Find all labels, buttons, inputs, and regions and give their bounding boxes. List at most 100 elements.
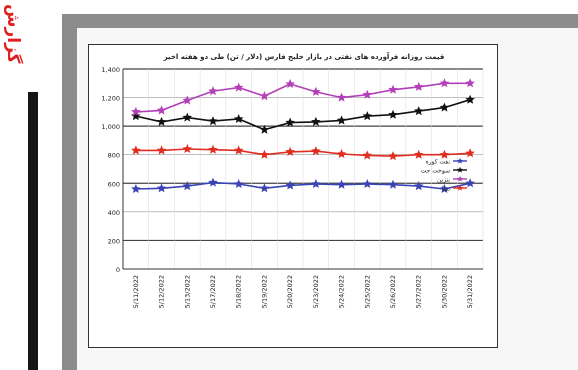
- series-line: [135, 181, 471, 190]
- legend-marker: [457, 175, 463, 182]
- data-point: [439, 184, 450, 193]
- data-point: [362, 179, 372, 188]
- data-point: [414, 181, 424, 191]
- data-point: [465, 178, 475, 188]
- data-point: [465, 148, 475, 158]
- line-chart: قیمت روزانه فرآورده های نفتی در بازار خل…: [101, 52, 484, 308]
- y-tick-label: 800: [108, 152, 120, 160]
- y-tick-label: 400: [108, 209, 120, 217]
- data-point: [362, 89, 372, 99]
- series-1: [131, 94, 475, 134]
- grid: [122, 68, 484, 270]
- y-tick-label: 1,200: [101, 95, 120, 103]
- section-label: گزارش: [3, 4, 23, 64]
- data-point: [465, 94, 475, 104]
- x-tick-label: 5/27/2022: [415, 275, 423, 308]
- x-axis: 5/11/2022 5/12/2022 5/13/2022 5/17/2022 5/18…: [132, 275, 474, 308]
- legend-marker: [457, 166, 463, 173]
- chart-title: قیمت روزانه فرآورده های نفتی در بازار خل…: [163, 52, 445, 61]
- legend-label: نفتا: [442, 186, 451, 193]
- y-axis: 0 200 400 600 800 1,000 1,200 1,400: [101, 66, 120, 274]
- data-point: [156, 105, 167, 115]
- data-point: [259, 91, 270, 101]
- x-tick-label: 5/20/2022: [286, 275, 294, 308]
- data-point: [182, 112, 192, 122]
- data-point: [131, 145, 141, 155]
- data-point: [414, 81, 424, 91]
- legend-marker: [457, 157, 463, 164]
- series-3: [131, 144, 475, 161]
- data-point: [336, 179, 347, 189]
- data-point: [285, 180, 295, 190]
- data-point: [156, 116, 167, 126]
- data-point: [285, 79, 295, 88]
- data-point: [182, 95, 192, 105]
- x-tick-label: 5/11/2022: [132, 275, 140, 308]
- data-point: [234, 179, 244, 188]
- data-point: [311, 86, 321, 96]
- x-tick-label: 5/18/2022: [235, 275, 243, 308]
- data-point: [362, 111, 372, 121]
- side-strip: گزارش: [0, 0, 38, 370]
- series-group: [131, 78, 475, 193]
- data-point: [285, 117, 295, 127]
- data-point: [336, 92, 347, 102]
- x-tick-label: 5/19/2022: [260, 275, 268, 308]
- data-point: [285, 146, 295, 156]
- data-point: [234, 114, 244, 123]
- data-point: [156, 183, 167, 193]
- y-tick-label: 200: [108, 237, 120, 245]
- data-point: [234, 145, 244, 155]
- x-tick-label: 5/23/2022: [312, 275, 320, 308]
- series-2: [131, 78, 475, 116]
- x-tick-label: 5/31/2022: [466, 275, 474, 308]
- data-point: [208, 116, 218, 126]
- data-point: [311, 116, 321, 126]
- data-point: [131, 184, 141, 193]
- series-line: [135, 148, 471, 157]
- series-0: [131, 177, 475, 193]
- chart-frame: قیمت روزانه فرآورده های نفتی در بازار خل…: [88, 44, 498, 348]
- legend-label: نفت کوره: [425, 159, 450, 166]
- data-point: [131, 111, 141, 121]
- data-point: [259, 149, 270, 159]
- y-tick-label: 0: [116, 266, 120, 274]
- legend: نفت کوره سوخت جت بنزین نفتا: [421, 157, 467, 193]
- data-point: [311, 146, 321, 156]
- data-point: [234, 82, 244, 92]
- data-point: [259, 124, 270, 134]
- y-tick-label: 1,400: [101, 66, 120, 74]
- x-tick-label: 5/24/2022: [338, 275, 346, 308]
- data-point: [336, 115, 347, 125]
- legend-marker: [457, 184, 463, 191]
- legend-label: بنزین: [437, 177, 450, 184]
- data-point: [259, 183, 270, 193]
- x-tick-label: 5/13/2022: [183, 275, 191, 308]
- data-point: [131, 106, 141, 116]
- x-tick-label: 5/25/2022: [363, 275, 371, 308]
- x-tick-label: 5/17/2022: [209, 275, 217, 308]
- data-point: [208, 177, 218, 187]
- y-tick-label: 600: [108, 180, 120, 188]
- data-point: [208, 86, 218, 96]
- series-line: [135, 82, 471, 113]
- data-point: [465, 78, 475, 88]
- data-point: [414, 149, 424, 159]
- data-point: [311, 179, 321, 188]
- y-tick-label: 1,000: [101, 123, 120, 131]
- x-tick-label: 5/30/2022: [440, 275, 448, 308]
- data-point: [388, 179, 398, 189]
- data-point: [182, 144, 192, 153]
- data-point: [439, 149, 450, 159]
- data-point: [208, 144, 218, 154]
- data-point: [156, 145, 167, 155]
- x-tick-label: 5/26/2022: [389, 275, 397, 308]
- data-point: [362, 150, 372, 160]
- side-bar: [28, 92, 38, 370]
- data-point: [439, 78, 450, 88]
- data-point: [388, 84, 398, 94]
- data-point: [388, 151, 398, 161]
- data-point: [336, 149, 347, 158]
- data-point: [388, 109, 398, 119]
- x-tick-label: 5/12/2022: [158, 275, 166, 308]
